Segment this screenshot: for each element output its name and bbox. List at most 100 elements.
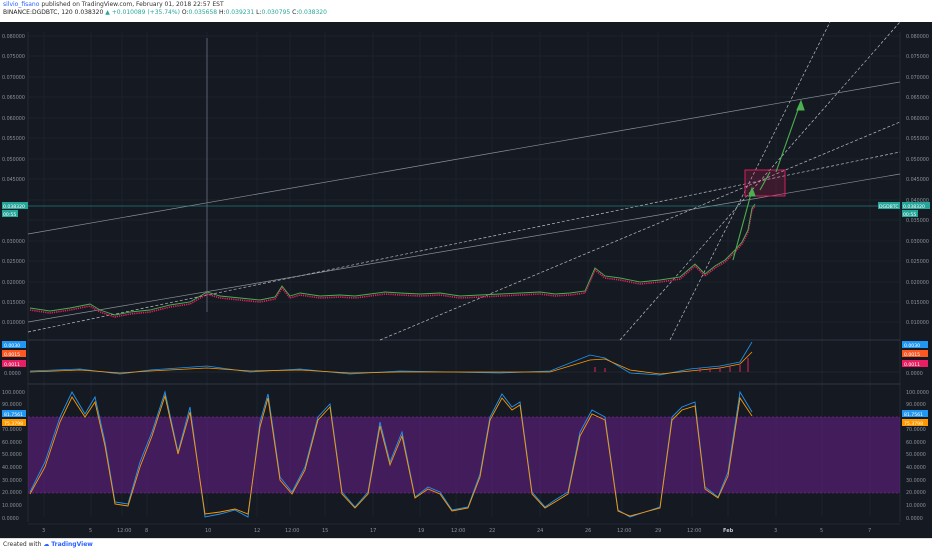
svg-text:0.040000: 0.040000 (906, 198, 929, 204)
svg-text:75.3798: 75.3798 (904, 421, 923, 427)
svg-text:0.060000: 0.060000 (2, 116, 25, 122)
published-text: published on TradingView.com, February 0… (41, 1, 224, 8)
svg-text:Feb: Feb (723, 528, 734, 534)
svg-text:17: 17 (370, 528, 376, 534)
svg-text:12: 12 (254, 528, 260, 534)
svg-text:100.0000: 100.0000 (906, 390, 929, 396)
close-value: 0.038320 (298, 9, 327, 16)
svg-text:0.020000: 0.020000 (906, 280, 929, 286)
svg-text:5: 5 (820, 528, 823, 534)
svg-text:0.070000: 0.070000 (2, 75, 25, 81)
low-value: 0.030795 (261, 9, 291, 16)
svg-text:DGDBTC: DGDBTC (879, 204, 899, 210)
svg-text:22: 22 (489, 528, 495, 534)
svg-text:0.0011: 0.0011 (904, 362, 920, 368)
svg-text:0.065000: 0.065000 (906, 95, 929, 101)
author-link[interactable]: silvio_fisano (3, 1, 40, 8)
svg-text:20.0000: 20.0000 (906, 490, 926, 496)
svg-text:20.0000: 20.0000 (2, 490, 22, 496)
svg-text:0.0000: 0.0000 (906, 371, 923, 377)
svg-text:29: 29 (655, 528, 661, 534)
svg-text:0.020000: 0.020000 (2, 280, 25, 286)
svg-text:12:00: 12:00 (687, 528, 701, 534)
time-axis[interactable]: 3 5 12:00 8 10 12 12:00 15 17 19 12:00 2… (42, 528, 871, 534)
svg-text:0.050000: 0.050000 (2, 157, 25, 163)
svg-text:0.055000: 0.055000 (2, 136, 25, 142)
symbol-info: BINANCE:DGDBTC, 120 0.038320 ▲ +0.010089… (3, 9, 327, 16)
svg-text:0.0011: 0.0011 (4, 362, 20, 368)
svg-text:0.030000: 0.030000 (906, 239, 929, 245)
stoch-band (28, 417, 900, 493)
svg-text:0.060000: 0.060000 (906, 116, 929, 122)
svg-text:30.0000: 30.0000 (906, 478, 926, 484)
chart-area[interactable]: 0.080000 0.075000 0.070000 0.065000 0.06… (0, 21, 932, 541)
svg-text:60.0000: 60.0000 (906, 440, 926, 446)
svg-text:7: 7 (868, 528, 871, 534)
svg-text:30.0000: 30.0000 (2, 478, 22, 484)
svg-text:10: 10 (205, 528, 211, 534)
svg-text:0.070000: 0.070000 (906, 75, 929, 81)
tradingview-logo[interactable]: TradingView (51, 541, 93, 548)
footer: Created with ☁ TradingView (0, 538, 932, 551)
svg-text:50.0000: 50.0000 (906, 452, 926, 458)
svg-text:81.7561: 81.7561 (4, 412, 23, 418)
svg-text:0.0015: 0.0015 (4, 352, 20, 358)
svg-text:0.035000: 0.035000 (906, 218, 929, 224)
svg-text:0.0000: 0.0000 (4, 371, 21, 377)
svg-text:50.0000: 50.0000 (2, 452, 22, 458)
stoch-badges: 81.7561 75.3798 81.7561 75.3798 (2, 410, 928, 427)
tradingview-cloud-icon: ☁ (43, 541, 50, 548)
svg-text:10.0000: 10.0000 (2, 503, 22, 509)
main-grid (28, 32, 900, 517)
dashed-trend-lines[interactable] (27, 21, 901, 341)
svg-text:0.050000: 0.050000 (906, 157, 929, 163)
svg-text:60.0000: 60.0000 (2, 440, 22, 446)
svg-text:12:00: 12:00 (285, 528, 299, 534)
trend-lines[interactable] (27, 81, 901, 323)
svg-text:5: 5 (89, 528, 92, 534)
svg-text:0.080000: 0.080000 (906, 34, 929, 40)
price-candles[interactable] (29, 203, 756, 318)
svg-text:0.0000: 0.0000 (2, 516, 19, 522)
svg-text:0.080000: 0.080000 (2, 34, 25, 40)
svg-text:19: 19 (418, 528, 424, 534)
svg-text:3: 3 (774, 528, 777, 534)
svg-text:8: 8 (145, 528, 148, 534)
svg-text:0.075000: 0.075000 (2, 54, 25, 60)
macd-pane[interactable] (28, 341, 900, 376)
svg-text:0.045000: 0.045000 (2, 177, 25, 183)
svg-text:0.030000: 0.030000 (2, 239, 25, 245)
svg-text:0.0000: 0.0000 (906, 516, 923, 522)
svg-text:90.0000: 90.0000 (2, 402, 22, 408)
high-value: 0.039231 (225, 9, 255, 16)
svg-text:0.015000: 0.015000 (906, 300, 929, 306)
svg-text:0.025000: 0.025000 (906, 259, 929, 265)
projection-arrows[interactable] (732, 99, 805, 261)
svg-text:24: 24 (537, 528, 543, 534)
svg-text:10.0000: 10.0000 (906, 503, 926, 509)
svg-text:75.3798: 75.3798 (4, 421, 23, 427)
svg-text:00:55: 00:55 (3, 212, 16, 218)
svg-text:0.075000: 0.075000 (906, 54, 929, 60)
svg-text:0.038320: 0.038320 (903, 204, 925, 210)
svg-text:12:00: 12:00 (617, 528, 631, 534)
stoch-axis[interactable]: 100.0000 90.0000 70.0000 60.0000 50.0000… (2, 390, 929, 522)
stoch-lines[interactable] (29, 390, 753, 518)
svg-text:00:55: 00:55 (903, 212, 916, 218)
svg-text:0.010000: 0.010000 (906, 320, 929, 326)
svg-text:12:00: 12:00 (117, 528, 131, 534)
publish-info: silvio_fisano published on TradingView.c… (3, 1, 224, 8)
chart-svg[interactable]: 0.080000 0.075000 0.070000 0.065000 0.06… (0, 21, 932, 541)
svg-text:0.065000: 0.065000 (2, 95, 25, 101)
price-axis[interactable]: 0.080000 0.075000 0.070000 0.065000 0.06… (906, 34, 929, 326)
svg-text:90.0000: 90.0000 (906, 402, 926, 408)
svg-text:3: 3 (42, 528, 45, 534)
symbol-label: BINANCE:DGDBTC, 120 (3, 9, 73, 16)
svg-text:0.038320: 0.038320 (3, 204, 25, 210)
svg-text:0.025000: 0.025000 (2, 259, 25, 265)
left-price-axis[interactable]: 0.080000 0.075000 0.070000 0.065000 0.06… (2, 34, 25, 326)
svg-text:100.0000: 100.0000 (2, 390, 25, 396)
open-value: 0.035658 (188, 9, 218, 16)
chart-header: silvio_fisano published on TradingView.c… (0, 0, 932, 22)
svg-text:0.0015: 0.0015 (904, 352, 920, 358)
